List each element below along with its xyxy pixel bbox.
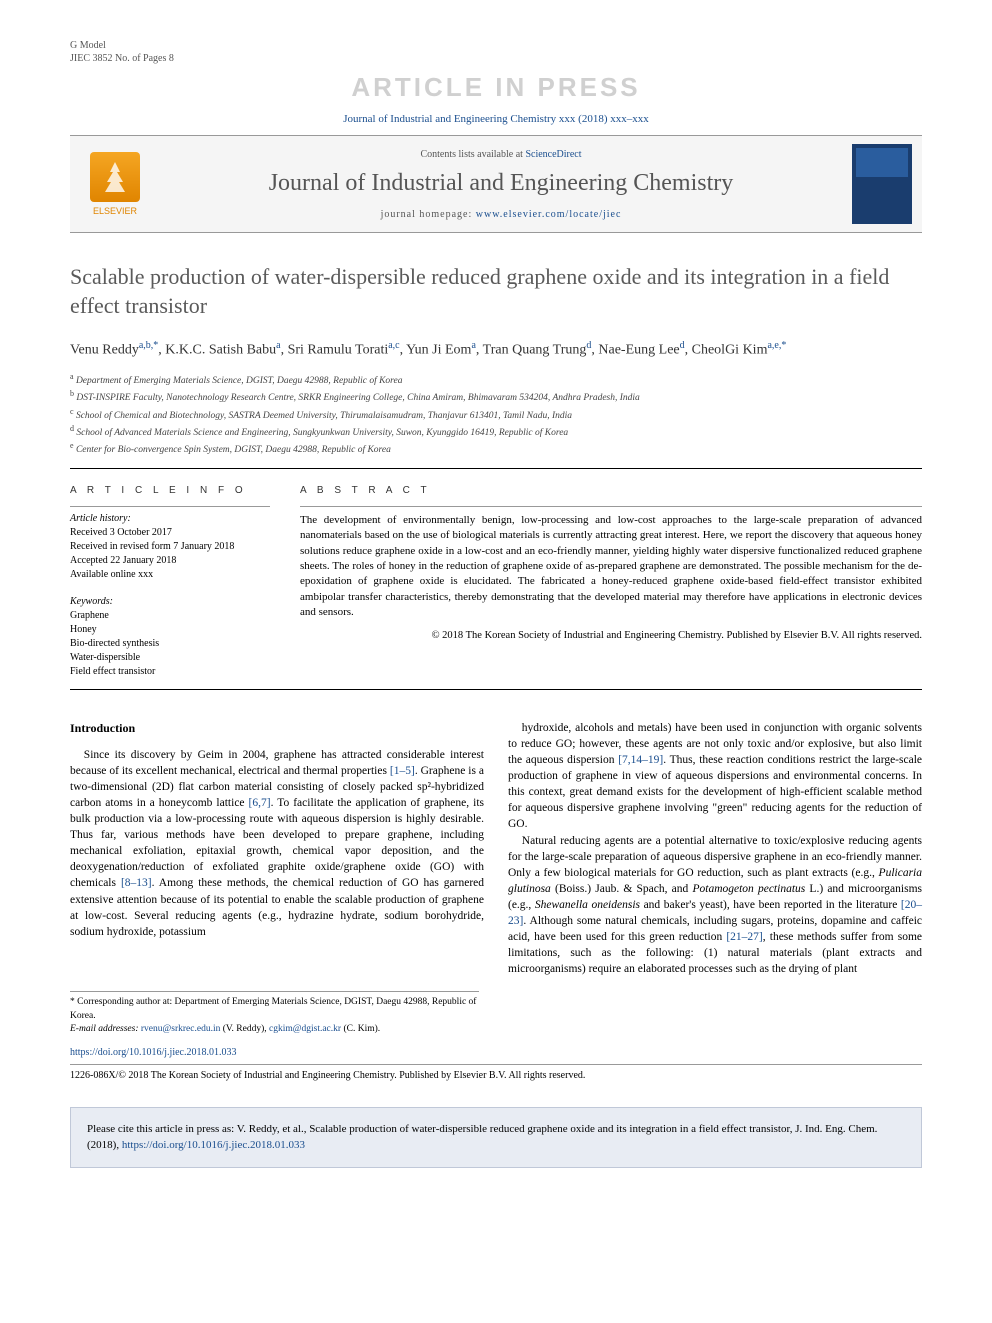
abstract-block: A B S T R A C T The development of envir… bbox=[300, 485, 922, 679]
keyword: Graphene bbox=[70, 609, 270, 623]
affiliation-line: e Center for Bio-convergence Spin System… bbox=[70, 440, 922, 457]
email-link-1[interactable]: rvenu@srkrec.edu.in bbox=[141, 1024, 220, 1034]
author-list: Venu Reddya,b,*, K.K.C. Satish Babua, Sr… bbox=[70, 338, 922, 361]
issn-copyright-line: 1226-086X/© 2018 The Korean Society of I… bbox=[70, 1069, 922, 1083]
abstract-text: The development of environmentally benig… bbox=[300, 513, 922, 621]
please-cite-box: Please cite this article in press as: V.… bbox=[70, 1107, 922, 1168]
citation-ref[interactable]: [7,14–19] bbox=[618, 754, 663, 766]
citation-ref[interactable]: [21–27] bbox=[726, 931, 762, 943]
keyword: Water-dispersible bbox=[70, 651, 270, 665]
email-label: E-mail addresses: bbox=[70, 1024, 139, 1034]
divider-rule-2 bbox=[70, 689, 922, 690]
elsevier-wordmark: ELSEVIER bbox=[93, 206, 137, 216]
homepage-prefix: journal homepage: bbox=[381, 209, 476, 220]
contents-prefix: Contents lists available at bbox=[420, 149, 525, 160]
history-line: Accepted 22 January 2018 bbox=[70, 554, 270, 568]
affiliation-line: c School of Chemical and Biotechnology, … bbox=[70, 406, 922, 423]
history-line: Available online xxx bbox=[70, 568, 270, 582]
body-two-column: Introduction Since its discovery by Geim… bbox=[70, 720, 922, 978]
history-line: Received 3 October 2017 bbox=[70, 526, 270, 540]
gmodel-pages: JIEC 3852 No. of Pages 8 bbox=[70, 53, 922, 64]
article-title: Scalable production of water-dispersible… bbox=[70, 263, 922, 320]
doi-block: https://doi.org/10.1016/j.jiec.2018.01.0… bbox=[70, 1046, 922, 1083]
info-abstract-row: A R T I C L E I N F O Article history: R… bbox=[70, 485, 922, 679]
keyword: Honey bbox=[70, 623, 270, 637]
article-in-press-banner: ARTICLE IN PRESS bbox=[70, 72, 922, 103]
affiliation-line: b DST-INSPIRE Faculty, Nanotechnology Re… bbox=[70, 388, 922, 405]
citation-ref[interactable]: [1–5] bbox=[390, 765, 415, 777]
keyword: Bio-directed synthesis bbox=[70, 637, 270, 651]
history-label: Article history: bbox=[70, 513, 270, 524]
introduction-heading: Introduction bbox=[70, 720, 484, 737]
citation-ref[interactable]: [6,7] bbox=[249, 797, 271, 809]
journal-name: Journal of Industrial and Engineering Ch… bbox=[170, 170, 832, 197]
journal-homepage-line: journal homepage: www.elsevier.com/locat… bbox=[170, 209, 832, 220]
affiliation-line: d School of Advanced Materials Science a… bbox=[70, 423, 922, 440]
email-link-2[interactable]: cgkim@dgist.ac.kr bbox=[269, 1024, 341, 1034]
contents-lists-line: Contents lists available at ScienceDirec… bbox=[170, 149, 832, 160]
journal-cover-thumbnail bbox=[852, 144, 912, 224]
journal-homepage-link[interactable]: www.elsevier.com/locate/jiec bbox=[476, 209, 622, 220]
corresponding-note: * Corresponding author at: Department of… bbox=[70, 996, 479, 1023]
corresponding-author-footnote: * Corresponding author at: Department of… bbox=[70, 991, 479, 1036]
email-addresses-line: E-mail addresses: rvenu@srkrec.edu.in (V… bbox=[70, 1023, 479, 1036]
keywords-label: Keywords: bbox=[70, 596, 270, 607]
affiliation-list: a Department of Emerging Materials Scien… bbox=[70, 371, 922, 458]
column-left: Introduction Since its discovery by Geim… bbox=[70, 720, 484, 978]
abstract-copyright: © 2018 The Korean Society of Industrial … bbox=[300, 629, 922, 644]
sciencedirect-link[interactable]: ScienceDirect bbox=[525, 149, 581, 160]
info-subrule bbox=[70, 506, 270, 507]
body-paragraph: Natural reducing agents are a potential … bbox=[508, 833, 922, 978]
column-right: hydroxide, alcohols and metals) have bee… bbox=[508, 720, 922, 978]
abstract-heading: A B S T R A C T bbox=[300, 485, 922, 496]
email-who-2: (C. Kim). bbox=[343, 1024, 380, 1034]
elsevier-tree-icon bbox=[90, 152, 140, 202]
affiliation-line: a Department of Emerging Materials Scien… bbox=[70, 371, 922, 388]
running-cite-line: Journal of Industrial and Engineering Ch… bbox=[70, 113, 922, 125]
journal-masthead: ELSEVIER Contents lists available at Sci… bbox=[70, 135, 922, 233]
publisher-logo-block: ELSEVIER bbox=[80, 152, 150, 216]
citation-ref[interactable]: [8–13] bbox=[121, 877, 152, 889]
abstract-subrule bbox=[300, 506, 922, 507]
doi-subrule bbox=[70, 1064, 922, 1065]
body-paragraph: Since its discovery by Geim in 2004, gra… bbox=[70, 747, 484, 940]
email-who-1: (V. Reddy), bbox=[223, 1024, 267, 1034]
divider-rule bbox=[70, 468, 922, 469]
article-info-heading: A R T I C L E I N F O bbox=[70, 485, 270, 496]
article-info-block: A R T I C L E I N F O Article history: R… bbox=[70, 485, 270, 679]
gmodel-label: G Model bbox=[70, 40, 922, 51]
body-paragraph: hydroxide, alcohols and metals) have bee… bbox=[508, 720, 922, 833]
doi-link[interactable]: https://doi.org/10.1016/j.jiec.2018.01.0… bbox=[70, 1047, 236, 1058]
history-line: Received in revised form 7 January 2018 bbox=[70, 540, 270, 554]
citebox-doi-link[interactable]: https://doi.org/10.1016/j.jiec.2018.01.0… bbox=[122, 1139, 305, 1151]
keyword: Field effect transistor bbox=[70, 665, 270, 679]
masthead-center: Contents lists available at ScienceDirec… bbox=[150, 149, 852, 220]
